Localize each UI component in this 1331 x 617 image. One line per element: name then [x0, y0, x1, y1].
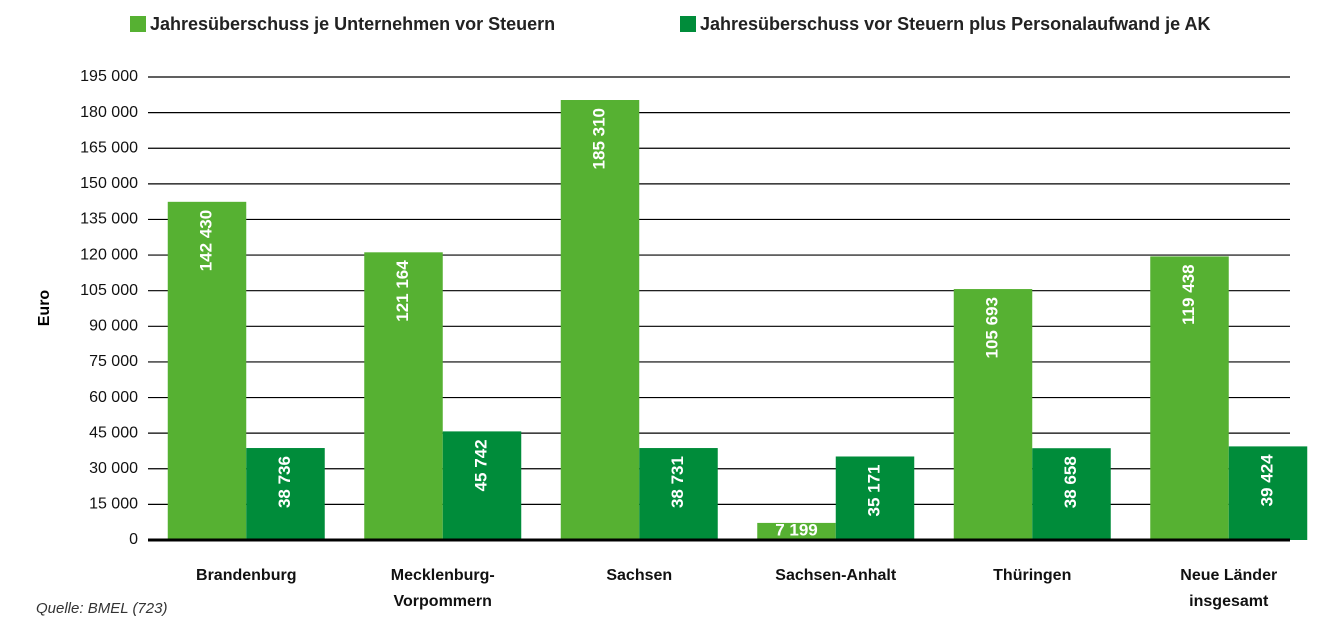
bar — [246, 448, 325, 540]
y-tick-label: 165 000 — [80, 139, 138, 156]
data-label: 45 742 — [471, 439, 490, 491]
legend-swatch — [130, 16, 146, 32]
x-tick-label: Sachsen-Anhalt — [775, 567, 897, 584]
legend-label: Jahresüberschuss vor Steuern plus Person… — [700, 14, 1211, 34]
data-label: 105 693 — [982, 297, 1001, 358]
y-tick-label: 150 000 — [80, 175, 138, 192]
data-label: 185 310 — [589, 108, 608, 169]
y-tick-label: 180 000 — [80, 104, 138, 121]
y-tick-label: 90 000 — [89, 318, 138, 335]
x-tick-label: Neue Länder insgesamt — [1180, 567, 1278, 610]
bar — [1032, 448, 1111, 540]
y-tick-label: 15 000 — [89, 496, 138, 513]
x-tick-label: Mecklenburg- Vorpommern — [390, 567, 495, 610]
y-tick-label: 0 — [129, 531, 138, 548]
source-note: Quelle: BMEL (723) — [36, 600, 168, 617]
bar — [364, 252, 443, 540]
bar — [1228, 446, 1308, 540]
legend-label: Jahresüberschuss je Unternehmen vor Steu… — [150, 14, 555, 34]
bar — [167, 201, 247, 540]
bar — [442, 431, 522, 540]
bar — [757, 522, 836, 540]
y-tick-label: 30 000 — [89, 460, 138, 477]
x-tick-label: Brandenburg — [196, 567, 297, 584]
bar — [1150, 256, 1229, 540]
y-tick-label: 45 000 — [89, 424, 138, 441]
data-label: 35 171 — [864, 464, 883, 516]
y-tick-label: 120 000 — [80, 246, 138, 263]
bar — [835, 456, 915, 540]
bar — [639, 448, 718, 540]
y-tick-label: 105 000 — [80, 282, 138, 299]
bar — [953, 289, 1033, 540]
y-axis-label: Euro — [36, 290, 53, 327]
data-label: 121 164 — [393, 260, 412, 322]
legend-swatch — [680, 16, 696, 32]
y-tick-label: 135 000 — [80, 211, 138, 228]
data-label: 119 438 — [1179, 264, 1198, 325]
data-label: 38 658 — [1061, 456, 1080, 508]
x-tick-label: Thüringen — [993, 567, 1072, 584]
y-tick-label: 195 000 — [80, 68, 138, 85]
data-label: 38 736 — [275, 456, 294, 508]
y-tick-label: 75 000 — [89, 353, 138, 370]
bar — [560, 100, 640, 540]
data-label: 7 199 — [775, 520, 818, 539]
data-label: 38 731 — [668, 456, 687, 508]
data-label: 39 424 — [1257, 454, 1276, 507]
x-tick-label: Sachsen — [606, 567, 673, 584]
y-tick-label: 60 000 — [89, 389, 138, 406]
data-label: 142 430 — [196, 210, 215, 271]
